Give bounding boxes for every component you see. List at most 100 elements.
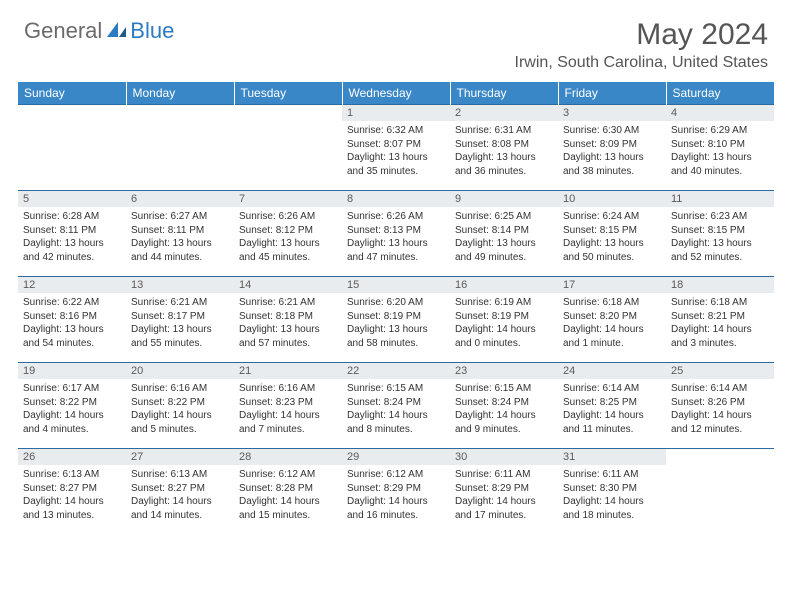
logo: General Blue xyxy=(24,18,174,44)
day-number: 8 xyxy=(342,191,450,207)
calendar-day-cell: 11Sunrise: 6:23 AMSunset: 8:15 PMDayligh… xyxy=(666,191,774,277)
weekday-header: Sunday xyxy=(18,82,126,105)
day-number: 20 xyxy=(126,363,234,379)
day-number: 23 xyxy=(450,363,558,379)
calendar-day-cell: 4Sunrise: 6:29 AMSunset: 8:10 PMDaylight… xyxy=(666,105,774,191)
calendar-day-cell: 25Sunrise: 6:14 AMSunset: 8:26 PMDayligh… xyxy=(666,363,774,449)
calendar-day-cell: 8Sunrise: 6:26 AMSunset: 8:13 PMDaylight… xyxy=(342,191,450,277)
calendar-day-cell: 19Sunrise: 6:17 AMSunset: 8:22 PMDayligh… xyxy=(18,363,126,449)
day-details: Sunrise: 6:18 AMSunset: 8:20 PMDaylight:… xyxy=(558,293,666,353)
calendar-day-cell: 5Sunrise: 6:28 AMSunset: 8:11 PMDaylight… xyxy=(18,191,126,277)
calendar-day-cell: 15Sunrise: 6:20 AMSunset: 8:19 PMDayligh… xyxy=(342,277,450,363)
day-details: Sunrise: 6:16 AMSunset: 8:23 PMDaylight:… xyxy=(234,379,342,439)
day-details: Sunrise: 6:14 AMSunset: 8:26 PMDaylight:… xyxy=(666,379,774,439)
day-number: 7 xyxy=(234,191,342,207)
logo-text-general: General xyxy=(24,18,102,44)
day-number: 18 xyxy=(666,277,774,293)
day-number: 2 xyxy=(450,105,558,121)
weekday-header: Thursday xyxy=(450,82,558,105)
day-details: Sunrise: 6:31 AMSunset: 8:08 PMDaylight:… xyxy=(450,121,558,181)
day-details: Sunrise: 6:32 AMSunset: 8:07 PMDaylight:… xyxy=(342,121,450,181)
weekday-header: Saturday xyxy=(666,82,774,105)
calendar-day-cell: .. xyxy=(126,105,234,191)
calendar-day-cell: 22Sunrise: 6:15 AMSunset: 8:24 PMDayligh… xyxy=(342,363,450,449)
calendar-day-cell: 31Sunrise: 6:11 AMSunset: 8:30 PMDayligh… xyxy=(558,449,666,535)
day-number: 15 xyxy=(342,277,450,293)
day-number: 12 xyxy=(18,277,126,293)
logo-text-blue: Blue xyxy=(130,18,174,44)
day-number: 28 xyxy=(234,449,342,465)
calendar-day-cell: 12Sunrise: 6:22 AMSunset: 8:16 PMDayligh… xyxy=(18,277,126,363)
calendar-table: SundayMondayTuesdayWednesdayThursdayFrid… xyxy=(18,82,774,535)
calendar-day-cell: 21Sunrise: 6:16 AMSunset: 8:23 PMDayligh… xyxy=(234,363,342,449)
day-number: 19 xyxy=(18,363,126,379)
day-details: Sunrise: 6:21 AMSunset: 8:18 PMDaylight:… xyxy=(234,293,342,353)
calendar-day-cell: 1Sunrise: 6:32 AMSunset: 8:07 PMDaylight… xyxy=(342,105,450,191)
weekday-header: Friday xyxy=(558,82,666,105)
calendar-day-cell: .. xyxy=(18,105,126,191)
calendar-day-cell: 17Sunrise: 6:18 AMSunset: 8:20 PMDayligh… xyxy=(558,277,666,363)
calendar-body: ......1Sunrise: 6:32 AMSunset: 8:07 PMDa… xyxy=(18,105,774,535)
calendar-day-cell: 6Sunrise: 6:27 AMSunset: 8:11 PMDaylight… xyxy=(126,191,234,277)
day-number: 21 xyxy=(234,363,342,379)
calendar-day-cell: .. xyxy=(234,105,342,191)
day-number: 26 xyxy=(18,449,126,465)
calendar-day-cell: 14Sunrise: 6:21 AMSunset: 8:18 PMDayligh… xyxy=(234,277,342,363)
calendar-week-row: 26Sunrise: 6:13 AMSunset: 8:27 PMDayligh… xyxy=(18,449,774,535)
weekday-header: Monday xyxy=(126,82,234,105)
calendar-day-cell: 26Sunrise: 6:13 AMSunset: 8:27 PMDayligh… xyxy=(18,449,126,535)
day-details: Sunrise: 6:15 AMSunset: 8:24 PMDaylight:… xyxy=(450,379,558,439)
day-number: 4 xyxy=(666,105,774,121)
day-number: 30 xyxy=(450,449,558,465)
header: General Blue May 2024 Irwin, South Carol… xyxy=(0,0,792,76)
day-details: Sunrise: 6:20 AMSunset: 8:19 PMDaylight:… xyxy=(342,293,450,353)
day-details: Sunrise: 6:12 AMSunset: 8:28 PMDaylight:… xyxy=(234,465,342,525)
calendar-day-cell: 24Sunrise: 6:14 AMSunset: 8:25 PMDayligh… xyxy=(558,363,666,449)
day-number: 5 xyxy=(18,191,126,207)
day-details: Sunrise: 6:15 AMSunset: 8:24 PMDaylight:… xyxy=(342,379,450,439)
day-details: Sunrise: 6:30 AMSunset: 8:09 PMDaylight:… xyxy=(558,121,666,181)
calendar-day-cell: 9Sunrise: 6:25 AMSunset: 8:14 PMDaylight… xyxy=(450,191,558,277)
calendar-day-cell: 30Sunrise: 6:11 AMSunset: 8:29 PMDayligh… xyxy=(450,449,558,535)
calendar-day-cell: 29Sunrise: 6:12 AMSunset: 8:29 PMDayligh… xyxy=(342,449,450,535)
day-details: Sunrise: 6:29 AMSunset: 8:10 PMDaylight:… xyxy=(666,121,774,181)
day-number: 22 xyxy=(342,363,450,379)
calendar-day-cell: 20Sunrise: 6:16 AMSunset: 8:22 PMDayligh… xyxy=(126,363,234,449)
calendar-day-cell: 3Sunrise: 6:30 AMSunset: 8:09 PMDaylight… xyxy=(558,105,666,191)
day-details: Sunrise: 6:19 AMSunset: 8:19 PMDaylight:… xyxy=(450,293,558,353)
day-number: 24 xyxy=(558,363,666,379)
day-number: 17 xyxy=(558,277,666,293)
day-details: Sunrise: 6:11 AMSunset: 8:29 PMDaylight:… xyxy=(450,465,558,525)
day-details: Sunrise: 6:22 AMSunset: 8:16 PMDaylight:… xyxy=(18,293,126,353)
day-number: 1 xyxy=(342,105,450,121)
day-number: 29 xyxy=(342,449,450,465)
day-details: Sunrise: 6:24 AMSunset: 8:15 PMDaylight:… xyxy=(558,207,666,267)
day-number: 3 xyxy=(558,105,666,121)
location-text: Irwin, South Carolina, United States xyxy=(515,54,768,72)
calendar-day-cell: 7Sunrise: 6:26 AMSunset: 8:12 PMDaylight… xyxy=(234,191,342,277)
calendar-day-cell: .. xyxy=(666,449,774,535)
calendar-day-cell: 2Sunrise: 6:31 AMSunset: 8:08 PMDaylight… xyxy=(450,105,558,191)
weekday-header: Wednesday xyxy=(342,82,450,105)
calendar-day-cell: 23Sunrise: 6:15 AMSunset: 8:24 PMDayligh… xyxy=(450,363,558,449)
day-details: Sunrise: 6:13 AMSunset: 8:27 PMDaylight:… xyxy=(126,465,234,525)
calendar-week-row: 5Sunrise: 6:28 AMSunset: 8:11 PMDaylight… xyxy=(18,191,774,277)
day-details: Sunrise: 6:26 AMSunset: 8:12 PMDaylight:… xyxy=(234,207,342,267)
calendar-day-cell: 13Sunrise: 6:21 AMSunset: 8:17 PMDayligh… xyxy=(126,277,234,363)
weekday-header: Tuesday xyxy=(234,82,342,105)
month-title: May 2024 xyxy=(515,18,768,52)
day-details: Sunrise: 6:26 AMSunset: 8:13 PMDaylight:… xyxy=(342,207,450,267)
day-number: 14 xyxy=(234,277,342,293)
title-block: May 2024 Irwin, South Carolina, United S… xyxy=(515,18,768,72)
day-number: 10 xyxy=(558,191,666,207)
day-details: Sunrise: 6:11 AMSunset: 8:30 PMDaylight:… xyxy=(558,465,666,525)
day-details: Sunrise: 6:17 AMSunset: 8:22 PMDaylight:… xyxy=(18,379,126,439)
calendar-week-row: ......1Sunrise: 6:32 AMSunset: 8:07 PMDa… xyxy=(18,105,774,191)
calendar-day-cell: 16Sunrise: 6:19 AMSunset: 8:19 PMDayligh… xyxy=(450,277,558,363)
day-details: Sunrise: 6:13 AMSunset: 8:27 PMDaylight:… xyxy=(18,465,126,525)
calendar-day-cell: 27Sunrise: 6:13 AMSunset: 8:27 PMDayligh… xyxy=(126,449,234,535)
calendar-day-cell: 10Sunrise: 6:24 AMSunset: 8:15 PMDayligh… xyxy=(558,191,666,277)
day-details: Sunrise: 6:21 AMSunset: 8:17 PMDaylight:… xyxy=(126,293,234,353)
day-number: 6 xyxy=(126,191,234,207)
day-details: Sunrise: 6:16 AMSunset: 8:22 PMDaylight:… xyxy=(126,379,234,439)
